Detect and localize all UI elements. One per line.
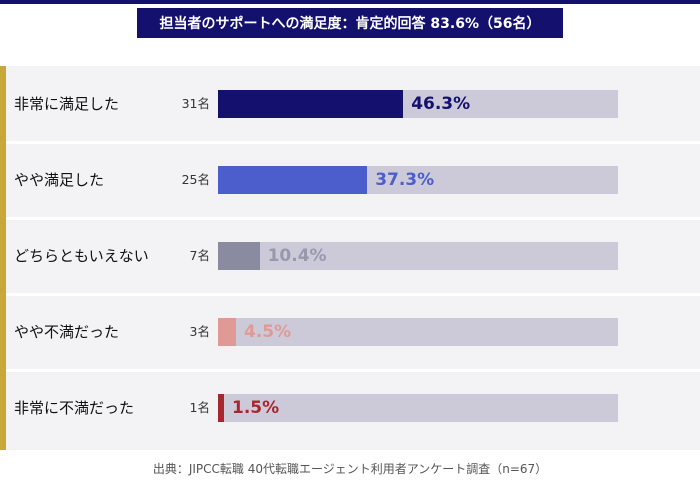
top-stripe xyxy=(0,0,700,4)
source-note: 出典：JIPCC転職 40代転職エージェント利用者アンケート調査（n=67） xyxy=(152,462,548,476)
bar xyxy=(218,166,368,194)
count-label: 7名 xyxy=(189,248,210,263)
row-separator xyxy=(6,217,700,220)
bar-track xyxy=(218,318,618,346)
count-label: 31名 xyxy=(181,96,210,111)
bar-track xyxy=(218,394,618,422)
accent-bar xyxy=(0,66,6,450)
value-label: 37.3% xyxy=(375,170,435,190)
chart-title: 担当者のサポートへの満足度：肯定的回答 83.6%（56名） xyxy=(137,8,563,38)
category-label: やや満足した xyxy=(14,171,105,189)
category-label: やや不満だった xyxy=(14,323,120,341)
value-label: 1.5% xyxy=(232,398,280,418)
row-separator xyxy=(6,369,700,372)
bar xyxy=(218,318,236,346)
count-label: 25名 xyxy=(181,172,210,187)
row-separator xyxy=(6,141,700,144)
value-label: 46.3% xyxy=(411,94,471,114)
value-label: 10.4% xyxy=(267,246,327,266)
bar xyxy=(218,394,224,422)
category-label: 非常に不満だった xyxy=(14,399,135,417)
category-label: 非常に満足した xyxy=(14,95,120,113)
row-separator xyxy=(6,293,700,296)
value-label: 4.5% xyxy=(244,322,292,342)
bar-track xyxy=(218,242,618,270)
count-label: 3名 xyxy=(189,324,210,339)
bar xyxy=(218,90,404,118)
category-label: どちらともいえない xyxy=(14,247,149,265)
count-label: 1名 xyxy=(189,400,210,415)
bar xyxy=(218,242,260,270)
